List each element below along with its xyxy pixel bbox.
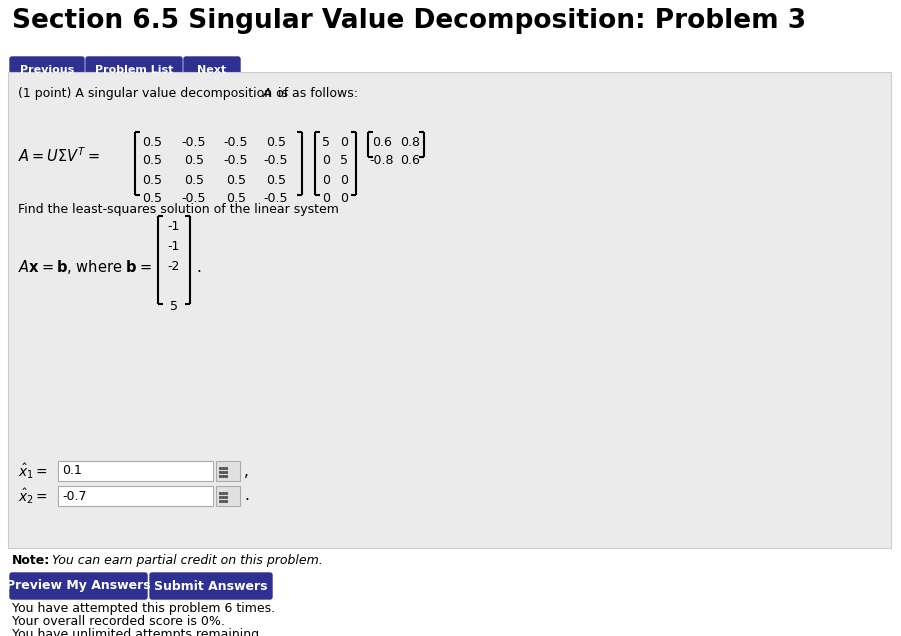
Text: Next: Next <box>197 65 226 75</box>
FancyBboxPatch shape <box>58 461 213 481</box>
Text: -0.5: -0.5 <box>182 135 206 148</box>
Text: You can earn partial credit on this problem.: You can earn partial credit on this prob… <box>48 554 323 567</box>
Text: 0: 0 <box>340 135 348 148</box>
Text: 5: 5 <box>170 300 178 314</box>
Text: Preview My Answers: Preview My Answers <box>6 579 150 593</box>
Text: Section 6.5 Singular Value Decomposition: Problem 3: Section 6.5 Singular Value Decomposition… <box>12 8 806 34</box>
Text: 0: 0 <box>322 174 330 186</box>
Text: Your overall recorded score is 0%.: Your overall recorded score is 0%. <box>12 615 225 628</box>
Text: -0.5: -0.5 <box>264 155 288 167</box>
Text: .: . <box>244 488 249 504</box>
Text: 5: 5 <box>322 135 330 148</box>
Text: $\hat{x}_1 = $: $\hat{x}_1 = $ <box>18 461 48 481</box>
Text: 0.5: 0.5 <box>184 174 204 186</box>
FancyBboxPatch shape <box>10 573 147 599</box>
Text: 0.5: 0.5 <box>266 135 286 148</box>
Text: 0.8: 0.8 <box>400 135 420 148</box>
Text: -0.7: -0.7 <box>62 490 86 502</box>
Text: Previous: Previous <box>20 65 74 75</box>
Text: 0: 0 <box>322 155 330 167</box>
Text: 0: 0 <box>340 174 348 186</box>
Text: Submit Answers: Submit Answers <box>154 579 268 593</box>
Text: -0.5: -0.5 <box>182 193 206 205</box>
Text: Find the least-squares solution of the linear system: Find the least-squares solution of the l… <box>18 202 339 216</box>
Text: -0.5: -0.5 <box>223 135 249 148</box>
FancyBboxPatch shape <box>184 57 240 83</box>
Text: 0.5: 0.5 <box>142 135 162 148</box>
Text: $\it{A}$: $\it{A}$ <box>262 87 272 100</box>
Text: 0: 0 <box>322 193 330 205</box>
Text: 0.6: 0.6 <box>372 135 392 148</box>
Text: Problem List: Problem List <box>95 65 173 75</box>
FancyBboxPatch shape <box>216 486 240 506</box>
Text: -1: -1 <box>168 221 180 233</box>
Text: 0: 0 <box>340 193 348 205</box>
Text: 0.5: 0.5 <box>184 155 204 167</box>
Text: is as follows:: is as follows: <box>274 87 358 100</box>
FancyBboxPatch shape <box>58 486 213 506</box>
Text: Note:: Note: <box>12 554 50 567</box>
Text: $A = U\Sigma V^T =$: $A = U\Sigma V^T =$ <box>18 147 100 165</box>
Text: 0.5: 0.5 <box>142 174 162 186</box>
Text: 0.5: 0.5 <box>266 174 286 186</box>
Text: (1 point) A singular value decomposition of: (1 point) A singular value decomposition… <box>18 87 292 100</box>
Text: 0.5: 0.5 <box>142 155 162 167</box>
Text: ,: , <box>244 464 249 478</box>
Text: -0.5: -0.5 <box>223 155 249 167</box>
Text: 0.6: 0.6 <box>400 155 420 167</box>
Text: -2: -2 <box>168 261 180 273</box>
Text: -0.5: -0.5 <box>264 193 288 205</box>
Text: -0.8: -0.8 <box>369 155 395 167</box>
Text: .: . <box>196 261 201 275</box>
FancyBboxPatch shape <box>10 57 84 83</box>
Text: You have unlimited attempts remaining.: You have unlimited attempts remaining. <box>12 628 263 636</box>
Text: $\hat{x}_2 = $: $\hat{x}_2 = $ <box>18 486 48 506</box>
Text: 0.5: 0.5 <box>226 174 246 186</box>
Text: 5: 5 <box>340 155 348 167</box>
Text: -1: -1 <box>168 240 180 254</box>
FancyBboxPatch shape <box>150 573 272 599</box>
Text: 0.1: 0.1 <box>62 464 82 478</box>
Text: 0.5: 0.5 <box>142 193 162 205</box>
Text: 0.5: 0.5 <box>226 193 246 205</box>
FancyBboxPatch shape <box>86 57 182 83</box>
Text: $A\mathbf{x} = \mathbf{b}$, where $\mathbf{b} =$: $A\mathbf{x} = \mathbf{b}$, where $\math… <box>18 258 151 275</box>
Text: You have attempted this problem 6 times.: You have attempted this problem 6 times. <box>12 602 275 615</box>
FancyBboxPatch shape <box>216 461 240 481</box>
FancyBboxPatch shape <box>8 72 891 548</box>
